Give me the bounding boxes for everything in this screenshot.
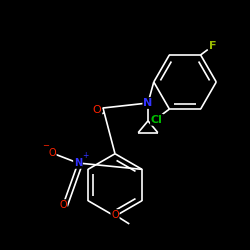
Text: N: N <box>74 158 82 168</box>
Text: N: N <box>144 98 152 108</box>
Text: +: + <box>82 151 88 160</box>
Text: O: O <box>92 105 102 115</box>
Text: Cl: Cl <box>151 115 163 125</box>
Text: F: F <box>210 41 217 51</box>
Text: O: O <box>111 210 119 220</box>
Text: O: O <box>48 148 56 158</box>
Text: O: O <box>59 200 67 210</box>
Text: −: − <box>42 141 49 150</box>
